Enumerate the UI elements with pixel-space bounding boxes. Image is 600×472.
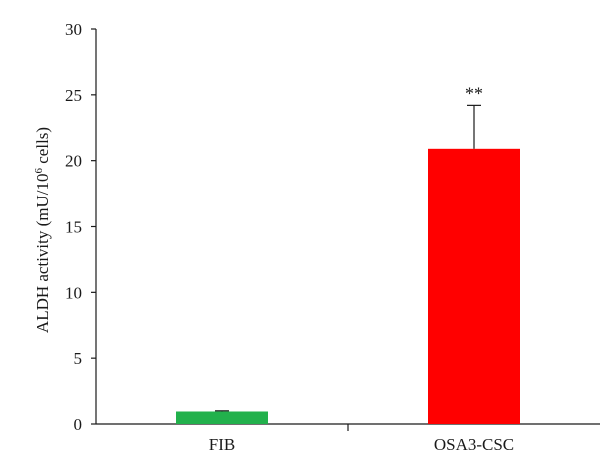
y-tick-label: 15 [65,218,82,237]
y-tick-label: 20 [65,152,82,171]
y-axis-title: ALDH activity (mU/106 cells) [33,127,52,333]
error-bars [215,104,481,412]
bars [176,148,520,425]
y-axis-title-main: ALDH activity (mU/10 [33,173,52,333]
y-tick-label: 0 [74,415,83,434]
significance-label: ** [465,83,483,103]
x-tick-label: FIB [209,435,235,454]
y-tick-label: 30 [65,20,82,39]
y-tick-label: 10 [65,283,82,302]
annotations: ** [465,83,483,103]
bar [176,411,268,424]
y-axis-title-tail: cells) [33,127,52,168]
y-tick-label: 5 [74,349,83,368]
x-ticks: FIB OSA3-CSC [209,424,514,454]
bar [428,148,520,425]
y-axis-title-sup: 6 [33,167,45,173]
y-tick-label: 25 [65,86,82,105]
x-tick-label: OSA3-CSC [434,435,514,454]
y-ticks: 0 5 10 15 20 25 30 [65,20,96,434]
